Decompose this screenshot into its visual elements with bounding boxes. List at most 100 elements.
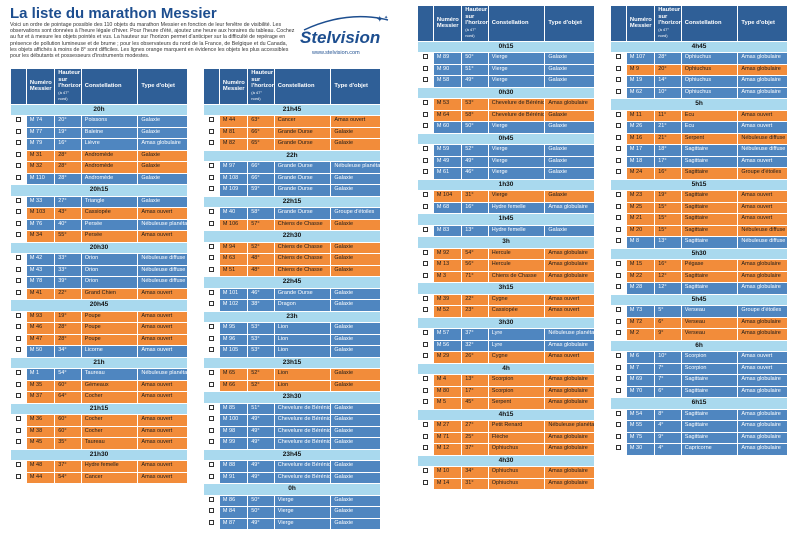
checkbox[interactable] [208,289,214,295]
checkbox-cell[interactable] [610,224,627,237]
checkbox-cell[interactable] [203,437,220,450]
checkbox-cell[interactable] [417,247,434,260]
checkbox-cell[interactable] [203,264,220,277]
checkbox-cell[interactable] [203,425,220,438]
checkbox[interactable] [422,249,428,255]
checkbox-cell[interactable] [10,368,27,381]
checkbox[interactable] [208,117,214,123]
checkbox-cell[interactable] [10,207,27,220]
checkbox[interactable] [615,387,621,393]
checkbox[interactable] [422,272,428,278]
checkbox-cell[interactable] [417,109,434,122]
checkbox-cell[interactable] [417,52,434,65]
checkbox-cell[interactable] [203,218,220,231]
checkbox[interactable] [15,312,21,318]
checkbox-cell[interactable] [10,276,27,289]
checkbox-cell[interactable] [417,351,434,364]
checkbox-cell[interactable] [203,172,220,185]
checkbox[interactable] [422,226,428,232]
checkbox[interactable] [208,243,214,249]
checkbox-cell[interactable] [203,333,220,346]
checkbox[interactable] [208,439,214,445]
checkbox-cell[interactable] [417,385,434,398]
checkbox-cell[interactable] [610,190,627,203]
checkbox[interactable] [15,220,21,226]
checkbox-cell[interactable] [610,282,627,295]
checkbox-cell[interactable] [10,264,27,277]
checkbox-cell[interactable] [610,259,627,272]
checkbox-cell[interactable] [610,316,627,329]
checkbox[interactable] [208,416,214,422]
checkbox-cell[interactable] [203,402,220,415]
checkbox-cell[interactable] [417,305,434,318]
checkbox[interactable] [615,272,621,278]
checkbox-cell[interactable] [417,224,434,237]
checkbox-cell[interactable] [10,195,27,208]
checkbox-cell[interactable] [417,98,434,111]
checkbox[interactable] [422,157,428,163]
checkbox-cell[interactable] [417,397,434,410]
checkbox[interactable] [208,174,214,180]
checkbox[interactable] [422,387,428,393]
checkbox-cell[interactable] [417,121,434,134]
checkbox[interactable] [208,473,214,479]
checkbox[interactable] [422,330,428,336]
checkbox[interactable] [15,163,21,169]
checkbox[interactable] [15,232,21,238]
checkbox[interactable] [422,123,428,129]
checkbox[interactable] [208,255,214,261]
checkbox[interactable] [208,519,214,525]
checkbox-cell[interactable] [417,167,434,180]
checkbox[interactable] [615,134,621,140]
checkbox[interactable] [615,330,621,336]
checkbox[interactable] [615,226,621,232]
checkbox-cell[interactable] [417,155,434,168]
checkbox-cell[interactable] [417,63,434,76]
checkbox-cell[interactable] [610,213,627,226]
checkbox-cell[interactable] [610,385,627,398]
checkbox-cell[interactable] [10,138,27,151]
checkbox[interactable] [615,445,621,451]
checkbox[interactable] [615,307,621,313]
checkbox[interactable] [615,157,621,163]
checkbox-cell[interactable] [417,466,434,479]
checkbox[interactable] [422,376,428,382]
checkbox[interactable] [615,410,621,416]
checkbox-cell[interactable] [610,155,627,168]
checkbox[interactable] [615,353,621,359]
checkbox-cell[interactable] [203,253,220,266]
checkbox[interactable] [15,151,21,157]
checkbox-cell[interactable] [610,236,627,249]
checkbox-cell[interactable] [610,362,627,375]
checkbox[interactable] [15,347,21,353]
checkbox[interactable] [615,111,621,117]
checkbox[interactable] [422,307,428,313]
checkbox-cell[interactable] [10,460,27,473]
checkbox[interactable] [422,77,428,83]
checkbox[interactable] [15,324,21,330]
checkbox-cell[interactable] [610,52,627,65]
checkbox-cell[interactable] [203,345,220,358]
checkbox[interactable] [422,54,428,60]
checkbox[interactable] [15,335,21,341]
checkbox-cell[interactable] [10,149,27,162]
checkbox-cell[interactable] [203,299,220,312]
checkbox-cell[interactable] [610,374,627,387]
checkbox[interactable] [615,146,621,152]
checkbox[interactable] [615,169,621,175]
checkbox[interactable] [15,174,21,180]
checkbox-cell[interactable] [417,293,434,306]
checkbox[interactable] [615,123,621,129]
checkbox-cell[interactable] [10,126,27,139]
checkbox-cell[interactable] [417,201,434,214]
checkbox-cell[interactable] [10,322,27,335]
checkbox-cell[interactable] [417,190,434,203]
checkbox[interactable] [422,295,428,301]
checkbox-cell[interactable] [203,506,220,519]
checkbox[interactable] [615,376,621,382]
checkbox-cell[interactable] [610,443,627,456]
checkbox-cell[interactable] [417,420,434,433]
checkbox[interactable] [422,468,428,474]
checkbox[interactable] [615,364,621,370]
checkbox[interactable] [422,100,428,106]
